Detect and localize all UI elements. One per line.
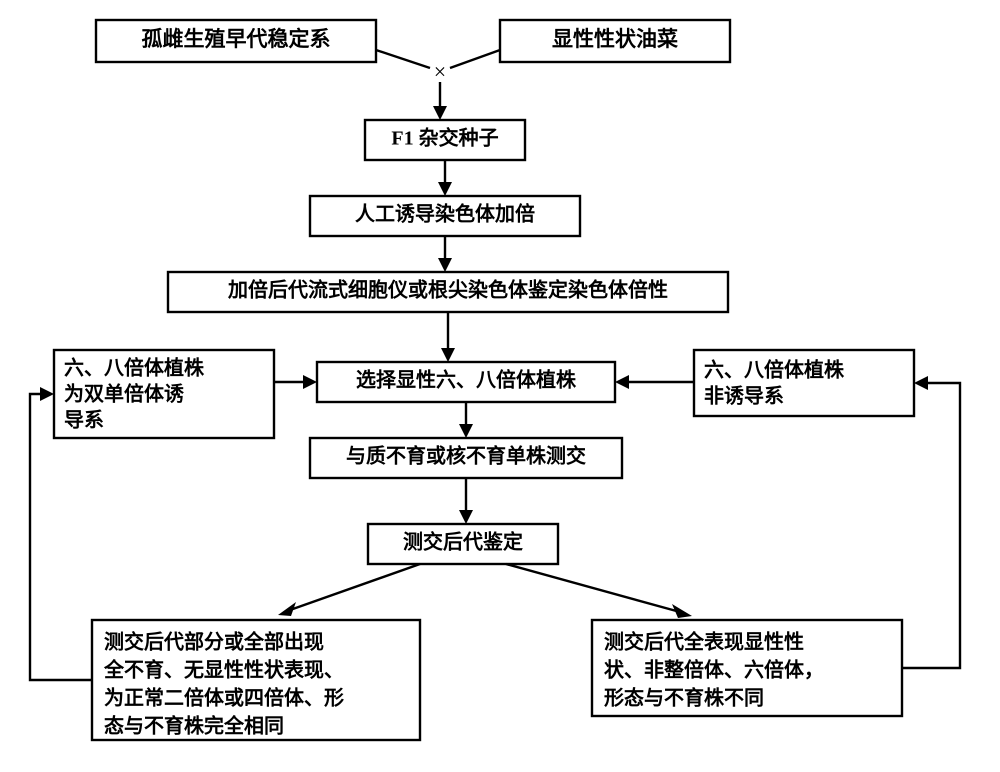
node-n4: 人工诱导染色体加倍 bbox=[310, 196, 580, 236]
node-n6-line3: 导系 bbox=[64, 409, 104, 432]
edge-n7-n9 bbox=[459, 402, 473, 438]
node-n5: 加倍后代流式细胞仪或根尖染色体鉴定染色体倍性 bbox=[168, 272, 728, 312]
node-n8-line1: 六、八倍体植株 bbox=[704, 358, 845, 382]
node-n12-line1: 测交后代全表现显性性 bbox=[604, 630, 804, 654]
node-n3: F1 杂交种子 bbox=[365, 120, 525, 160]
edge-n9-n10 bbox=[459, 478, 473, 524]
node-n1: 孤雌生殖早代稳定系 bbox=[96, 20, 376, 62]
node-n7: 选择显性六、八倍体植株 bbox=[317, 362, 615, 402]
node-n5-label: 加倍后代流式细胞仪或根尖染色体鉴定染色体倍性 bbox=[227, 278, 668, 302]
node-n9-label: 与质不育或核不育单株测交 bbox=[346, 444, 586, 468]
node-n11-line1: 测交后代部分或全部出现 bbox=[104, 630, 324, 654]
node-n6-line2: 为双单倍体诱 bbox=[64, 382, 184, 406]
node-n12-line3: 形态与不育株不同 bbox=[604, 686, 764, 710]
node-n12-line2: 状、非整倍体、六倍体， bbox=[604, 658, 824, 682]
edge-n10-n12 bbox=[506, 564, 692, 618]
node-n6-line1: 六、八倍体植株 bbox=[64, 356, 205, 380]
node-n12: 测交后代全表现显性性 状、非整倍体、六倍体， 形态与不育株不同 bbox=[592, 620, 902, 716]
edge-n5-n7 bbox=[441, 312, 455, 362]
node-n11-line3: 为正常二倍体或四倍体、形 bbox=[104, 686, 344, 710]
node-n2-label: 显性性状油菜 bbox=[552, 27, 678, 51]
node-n8: 六、八倍体植株 非诱导系 bbox=[694, 350, 914, 416]
edge-cross-n3 bbox=[433, 82, 447, 120]
edge-n3-n4 bbox=[438, 160, 452, 196]
node-n6: 六、八倍体植株 为双单倍体诱 导系 bbox=[54, 350, 274, 438]
node-n11-line2: 全不育、无显性性状表现、 bbox=[103, 658, 344, 682]
node-n10-label: 测交后代鉴定 bbox=[403, 530, 523, 554]
node-n2: 显性性状油菜 bbox=[500, 20, 730, 62]
node-n4-label: 人工诱导染色体加倍 bbox=[355, 202, 535, 226]
edge-n6-n7 bbox=[274, 375, 317, 389]
edge-n4-n5 bbox=[438, 236, 452, 272]
node-n10: 测交后代鉴定 bbox=[368, 524, 558, 564]
edge-n1-cross bbox=[376, 50, 430, 68]
edge-n8-n7 bbox=[615, 375, 694, 389]
edge-n2-cross bbox=[450, 50, 500, 68]
node-n7-label: 选择显性六、八倍体植株 bbox=[356, 368, 577, 392]
node-n11: 测交后代部分或全部出现 全不育、无显性性状表现、 为正常二倍体或四倍体、形 态与… bbox=[92, 620, 420, 740]
node-n9: 与质不育或核不育单株测交 bbox=[310, 438, 622, 478]
edge-n10-n11 bbox=[278, 564, 420, 616]
node-n1-label: 孤雌生殖早代稳定系 bbox=[142, 27, 331, 51]
cross-symbol: × bbox=[434, 59, 446, 84]
node-n3-label: F1 杂交种子 bbox=[391, 126, 498, 150]
node-n11-line4: 态与不育株完全相同 bbox=[104, 714, 284, 738]
node-n8-line2: 非诱导系 bbox=[704, 385, 784, 408]
edge-n12-n8-feedback bbox=[902, 376, 960, 668]
flowchart-canvas: 孤雌生殖早代稳定系 显性性状油菜 × F1 杂交种子 人工诱导染色体加倍 加倍后… bbox=[0, 0, 1000, 772]
